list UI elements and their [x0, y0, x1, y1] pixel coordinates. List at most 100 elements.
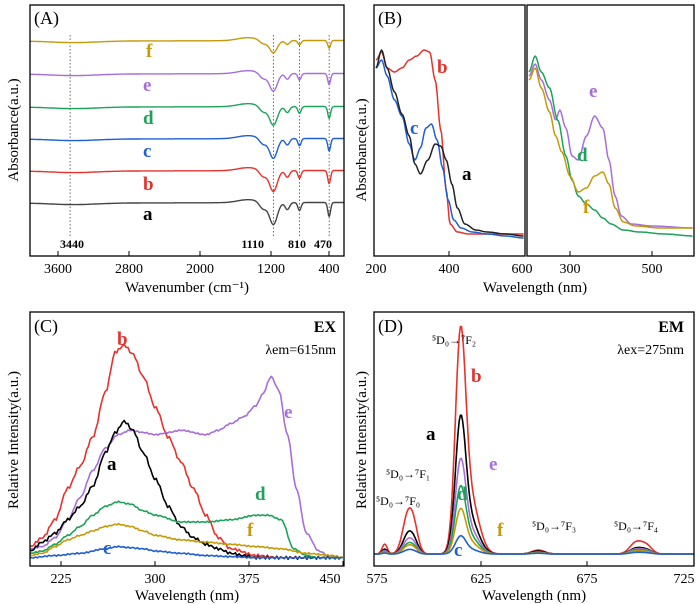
- series-label-d: d: [143, 108, 154, 129]
- em-series-a: [374, 414, 694, 555]
- panel-d-xtick-label: 575: [367, 572, 388, 587]
- panel-d-condition: λex=275nm: [617, 343, 684, 358]
- ex-series-f: [29, 522, 343, 559]
- ex-series-d: [29, 500, 343, 560]
- peak-label-1110: 1110: [241, 237, 264, 251]
- ftir-series-e: [30, 69, 344, 92]
- series-label-b: b: [117, 329, 128, 350]
- panel-b-label: (B): [378, 8, 402, 29]
- series-label-d: d: [255, 484, 266, 505]
- panel-c-xtick-label: 300: [145, 572, 166, 587]
- ftir-series-b: [30, 166, 344, 193]
- peak-label-470: 470: [314, 237, 332, 251]
- transition-label-f1: ⁵D₀→⁷F₁: [386, 467, 430, 481]
- series-label-f: f: [497, 520, 504, 541]
- ex-series-e: [29, 375, 343, 560]
- panel-c-plot-area: [29, 343, 343, 560]
- panel-a-label: (A): [34, 8, 59, 29]
- series-label-e: e: [143, 75, 151, 96]
- transition-label-f0: ⁵D₀→⁷F₀: [376, 494, 420, 508]
- series-label-d: d: [457, 484, 468, 505]
- ftir-series-d: [30, 102, 344, 126]
- series-label-a: a: [426, 424, 436, 445]
- panel-a-xtick-label: 400: [319, 262, 340, 277]
- uv-series-f: [528, 67, 693, 229]
- panel-a-xtick-label: 3600: [44, 262, 72, 277]
- panel-a-frame: [29, 4, 345, 257]
- panel-d: (D) EM λex=275nm 575 625 675 725 Wavelen…: [354, 311, 695, 604]
- panel-d-x-ticks: [480, 561, 588, 566]
- panel-c-x-ticks: [60, 561, 344, 566]
- uv-series-c: [375, 59, 524, 239]
- panel-a-xtick-label: 2800: [115, 262, 143, 277]
- peak-label-3440: 3440: [60, 237, 84, 251]
- series-label-e: e: [284, 402, 292, 423]
- series-label-e: e: [589, 81, 597, 102]
- panel-c: (C) EX λem=615nm 225 300 375 450 Wavelen…: [6, 311, 345, 604]
- panel-d-frame: [373, 311, 695, 567]
- panel-d-xtick-label: 675: [577, 572, 598, 587]
- panel-a-x-ticks: [57, 251, 330, 256]
- series-label-e: e: [489, 454, 497, 475]
- series-label-a: a: [143, 204, 153, 225]
- uv-series-e: [528, 63, 693, 229]
- panel-d-plot-area: [374, 325, 694, 555]
- series-label-c: c: [410, 118, 418, 139]
- series-label-c: c: [103, 538, 111, 559]
- series-label-d: d: [577, 145, 588, 166]
- series-label-f: f: [146, 41, 153, 62]
- series-label-b: b: [471, 366, 482, 387]
- panel-b: (B) 200 400 600 300 500 Wavelength (nm) …: [354, 4, 695, 296]
- series-label-f: f: [583, 197, 590, 218]
- panel-d-xtick-label: 725: [674, 572, 695, 587]
- ex-series-a: [29, 419, 343, 560]
- panel-a-xtick-label: 2000: [186, 262, 214, 277]
- panel-b-right-frame: [526, 4, 695, 257]
- uv-series-d: [528, 55, 693, 237]
- panel-c-label: (C): [34, 316, 58, 337]
- panel-b-x-ticks: [448, 251, 653, 256]
- panel-d-title: EM: [658, 319, 684, 336]
- panel-b-xtick-label: 600: [512, 262, 533, 277]
- ex-series-c: [29, 545, 343, 560]
- transition-label-f4: ⁵D₀→⁷F₄: [614, 519, 658, 533]
- panel-c-x-axis-label: Wavelength (nm): [135, 588, 239, 604]
- series-label-a: a: [107, 454, 117, 475]
- series-label-b: b: [437, 57, 448, 78]
- panel-c-xtick-label: 375: [239, 572, 260, 587]
- ftir-series-f: [30, 37, 344, 54]
- panel-b-xtick-label: 500: [642, 262, 663, 277]
- panel-c-condition: λem=615nm: [265, 343, 336, 358]
- panel-d-xtick-label: 625: [471, 572, 492, 587]
- transition-label-f3: ⁵D₀→⁷F₃: [532, 519, 576, 533]
- panel-b-xtick-label: 200: [366, 262, 387, 277]
- series-label-f: f: [247, 520, 254, 541]
- panel-a-plot-area: [30, 35, 344, 236]
- panel-d-y-axis-label: Relative Intensity(a.u.): [354, 371, 370, 509]
- panel-a-xtick-label: 1200: [257, 262, 285, 277]
- transition-label-f2: ⁵D₀→⁷F₂: [432, 333, 476, 347]
- panel-d-label: (D): [378, 316, 403, 337]
- panel-b-xtick-label: 400: [439, 262, 460, 277]
- series-label-a: a: [462, 164, 472, 185]
- panel-d-x-axis-label: Wavelength (nm): [482, 588, 586, 604]
- panel-b-xtick-label: 300: [560, 262, 581, 277]
- ftir-series-c: [30, 134, 344, 160]
- panel-a-y-axis-label: Absorbance(a.u.): [6, 78, 22, 181]
- em-series-c: [374, 534, 694, 555]
- series-label-c: c: [454, 540, 462, 561]
- series-label-b: b: [143, 174, 154, 195]
- panel-c-xtick-label: 450: [320, 572, 341, 587]
- uv-series-a: [375, 49, 524, 237]
- panel-b-y-axis-label: Absorbance(a.u.): [354, 98, 370, 201]
- series-label-c: c: [143, 141, 151, 162]
- panel-b-plot-area: [375, 49, 693, 239]
- panel-b-x-axis-label: Wavelength (nm): [483, 280, 587, 296]
- panel-c-y-axis-label: Relative Intensity(a.u.): [6, 371, 22, 509]
- panel-a: (A) 3600 2800 2000 1200 400 Wavenumber (…: [6, 4, 345, 296]
- panel-c-title: EX: [314, 319, 337, 336]
- panel-c-frame: [29, 311, 345, 567]
- ftir-series-a: [30, 198, 344, 226]
- peak-label-810: 810: [288, 237, 306, 251]
